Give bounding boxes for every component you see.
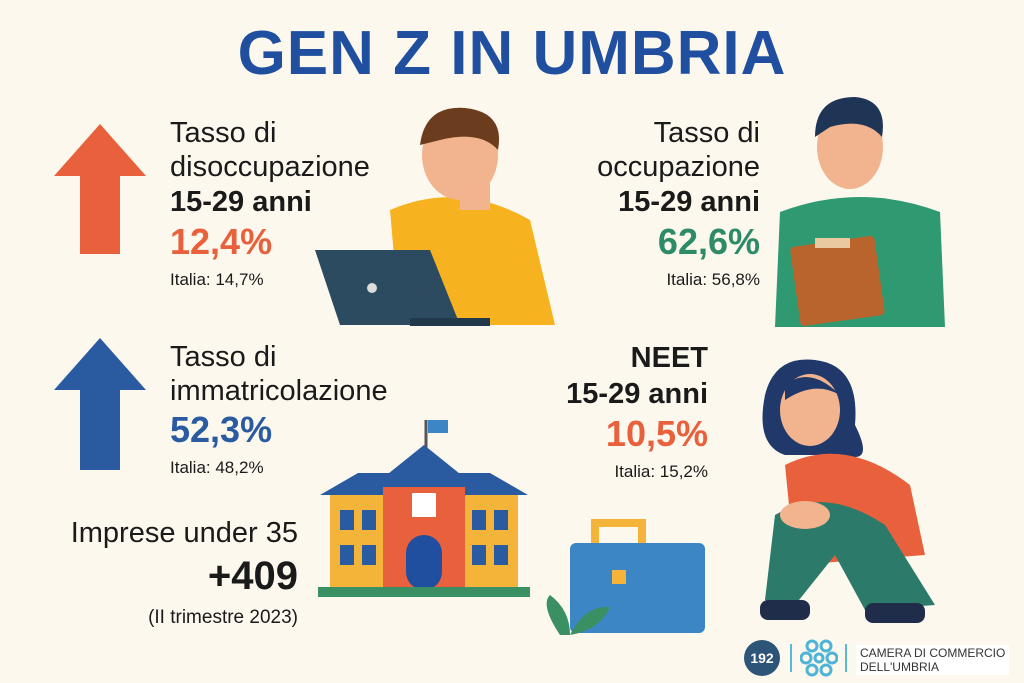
label: Tasso di (653, 117, 760, 149)
label: occupazione (597, 151, 760, 183)
stat-value: +409 (207, 554, 298, 598)
man-with-laptop-illustration (315, 107, 555, 326)
stat-disoccupazione: Tasso di disoccupazione 15-29 anni 12,4%… (170, 116, 370, 292)
stat-neet: NEET 15-29 anni 10,5% Italia: 15,2% (500, 340, 708, 484)
stat-value: 52,3% (170, 409, 273, 450)
stat-imprese: Imprese under 35 +409 (II trimestre 2023… (40, 516, 298, 630)
age-range: 15-29 anni (170, 186, 312, 218)
label: NEET (630, 342, 708, 374)
stat-immatricolazione: Tasso di immatricolazione 52,3% Italia: … (170, 340, 388, 480)
stat-value: 10,5% (605, 413, 708, 454)
italia-comparison: Italia: 56,8% (666, 270, 760, 289)
stat-value: 12,4% (170, 221, 273, 262)
stat-value: 62,6% (657, 221, 760, 262)
man-with-clipboard-illustration (775, 97, 945, 327)
divider (790, 644, 792, 672)
italia-comparison: Italia: 14,7% (170, 270, 264, 289)
briefcase-illustration (546, 519, 705, 635)
italia-comparison: Italia: 15,2% (614, 462, 708, 481)
age-range: 15-29 anni (566, 378, 708, 410)
stat-occupazione: Tasso di occupazione 15-29 anni 62,6% It… (560, 116, 760, 292)
label: disoccupazione (170, 151, 370, 183)
org-line: DELL'UMBRIA (860, 660, 939, 674)
anniversary-badge-logo: 192 (744, 640, 780, 676)
organization-name: CAMERA DI COMMERCIO DELL'UMBRIA (856, 645, 1010, 675)
chamber-of-commerce-logo (800, 639, 838, 677)
italia-comparison: Italia: 48,2% (170, 458, 264, 477)
arrow-up-icon (54, 338, 146, 470)
org-line: CAMERA DI COMMERCIO (860, 646, 1006, 660)
label: Tasso di (170, 117, 277, 149)
label: Imprese under 35 (70, 517, 298, 549)
school-illustration (318, 420, 530, 597)
label: immatricolazione (170, 375, 388, 407)
page-title: GEN Z IN UMBRIA (237, 19, 787, 88)
label: Tasso di (170, 341, 277, 373)
sad-woman-illustration (760, 359, 935, 623)
arrow-up-icon (54, 124, 146, 254)
period: (II trimestre 2023) (148, 607, 298, 628)
age-range: 15-29 anni (618, 186, 760, 218)
divider (845, 644, 847, 672)
